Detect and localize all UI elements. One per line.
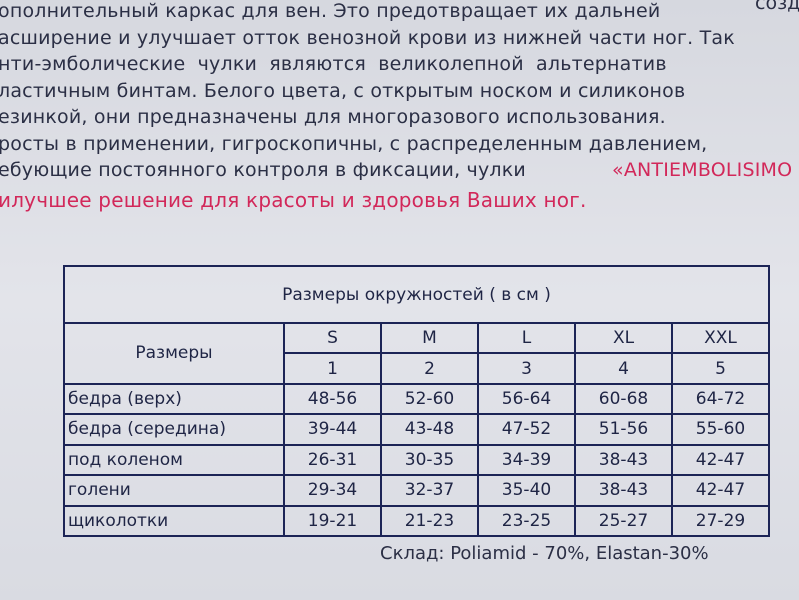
size-label: XL — [574, 321, 673, 355]
cell: 30-35 — [380, 443, 479, 477]
cell: 64-72 — [671, 382, 770, 416]
text-line: росты в применении, гигроскопичны, с рас… — [0, 132, 708, 155]
size-number: 1 — [283, 352, 382, 385]
size-label: XXL — [671, 321, 770, 355]
size-table: Размеры окружностей ( в см ) Размеры S M L X… — [63, 265, 770, 538]
cell: 29-34 — [283, 474, 382, 507]
table-row: голени 29-34 32-37 35-40 38-43 42-47 — [63, 474, 770, 507]
cell: 51-56 — [574, 413, 673, 446]
cell: 25-27 — [574, 504, 673, 538]
cell: 26-31 — [283, 443, 382, 477]
brand-name: «ANTIEMBOLISIMO — [612, 159, 793, 181]
cell: 38-43 — [574, 443, 673, 477]
size-label: M — [380, 321, 479, 355]
cell: 52-60 — [380, 382, 479, 416]
table-row: щиколотки 19-21 21-23 23-25 25-27 27-29 — [63, 504, 770, 538]
row-label: голени — [63, 474, 285, 507]
text-line: нти-эмболические чулки являются великоле… — [0, 53, 667, 75]
cell: 48-56 — [283, 382, 382, 416]
size-header: Размеры — [63, 322, 285, 385]
cell: 34-39 — [477, 443, 576, 477]
cell: 35-40 — [477, 474, 576, 507]
slogan: илучшее решение для красоты и здоровья В… — [0, 187, 587, 212]
size-number: 5 — [671, 352, 770, 385]
text-line: ополнительный каркас для вен. Это предот… — [0, 0, 661, 22]
cell: 47-52 — [477, 413, 576, 446]
row-label: бедра (середина) — [63, 413, 285, 446]
cell: 23-25 — [477, 504, 576, 538]
cell: 38-43 — [574, 474, 673, 507]
table-row: под коленом 26-31 30-35 34-39 38-43 42-47 — [63, 443, 770, 477]
table-row: бедра (верх) 48-56 52-60 56-64 60-68 64-72 — [63, 382, 770, 416]
cell: 42-47 — [671, 443, 770, 477]
cell: 32-37 — [380, 474, 479, 507]
table-row: бедра (середина) 39-44 43-48 47-52 51-56 55-6… — [63, 413, 770, 446]
cell: 55-60 — [671, 413, 770, 446]
size-label: L — [477, 321, 576, 355]
text-line: ебующие постоянного контроля в фиксации,… — [0, 159, 526, 181]
cell: 43-48 — [380, 413, 479, 446]
corner-text: созда — [755, 0, 799, 14]
cell: 19-21 — [283, 504, 382, 538]
size-number: 3 — [477, 352, 576, 385]
row-label: щиколотки — [63, 504, 285, 538]
cell: 60-68 — [574, 382, 673, 416]
text-line: асширение и улучшает отток венозной кров… — [0, 26, 735, 49]
size-number: 4 — [574, 352, 673, 385]
cell: 42-47 — [671, 474, 770, 507]
cell: 39-44 — [283, 413, 382, 446]
size-label: S — [283, 321, 382, 355]
text-line: езинкой, они предназначены для многоразо… — [0, 106, 666, 128]
text-line: ластичным бинтам. Белого цвета, с открыт… — [0, 79, 686, 102]
footer: Склад: Poliamid - 70%, Elastan-30% — [380, 543, 709, 564]
cell: 21-23 — [380, 504, 479, 538]
row-label: бедра (верх) — [63, 382, 285, 416]
cell: 27-29 — [671, 504, 770, 538]
size-number: 2 — [380, 352, 479, 385]
row-label: под коленом — [63, 443, 285, 477]
table-title: Размеры окружностей ( в см ) — [63, 265, 770, 324]
cell: 56-64 — [477, 382, 576, 416]
